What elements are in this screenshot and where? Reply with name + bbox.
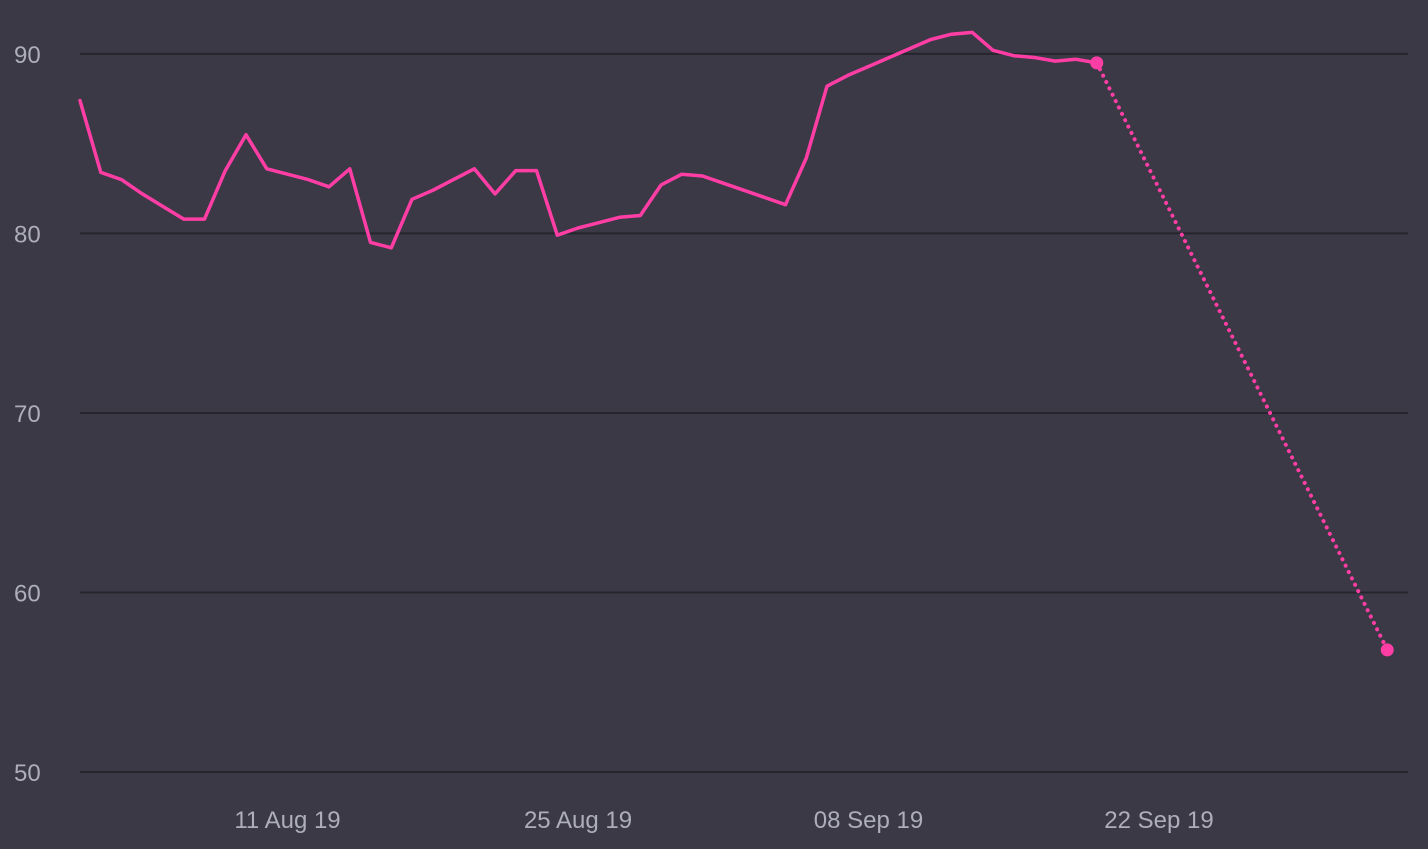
y-tick-label-90: 90 bbox=[14, 42, 41, 69]
endpoint-markers bbox=[1090, 56, 1394, 657]
x-tick-label-2: 08 Sep 19 bbox=[814, 807, 923, 834]
x-tick-label-0: 11 Aug 19 bbox=[234, 807, 340, 834]
x-tick-label-1: 25 Aug 19 bbox=[524, 807, 632, 834]
x-tick-label-3: 22 Sep 19 bbox=[1104, 807, 1213, 834]
data-point-marker-1 bbox=[1380, 643, 1394, 657]
series-line-solid bbox=[78, 30, 1099, 250]
y-tick-label-70: 70 bbox=[14, 401, 41, 428]
y-tick-label-80: 80 bbox=[14, 221, 41, 248]
data-point-marker-0 bbox=[1090, 56, 1104, 70]
series-lines bbox=[78, 30, 1390, 652]
y-axis-tick-labels: 50 60 70 80 90 bbox=[14, 42, 41, 787]
y-tick-label-60: 60 bbox=[14, 580, 41, 607]
series-line-dotted bbox=[1094, 60, 1390, 652]
x-axis-tick-labels: 11 Aug 19 25 Aug 19 08 Sep 19 22 Sep 19 bbox=[234, 807, 1213, 834]
grid-lines bbox=[80, 52, 1408, 773]
y-tick-label-50: 50 bbox=[14, 760, 41, 787]
